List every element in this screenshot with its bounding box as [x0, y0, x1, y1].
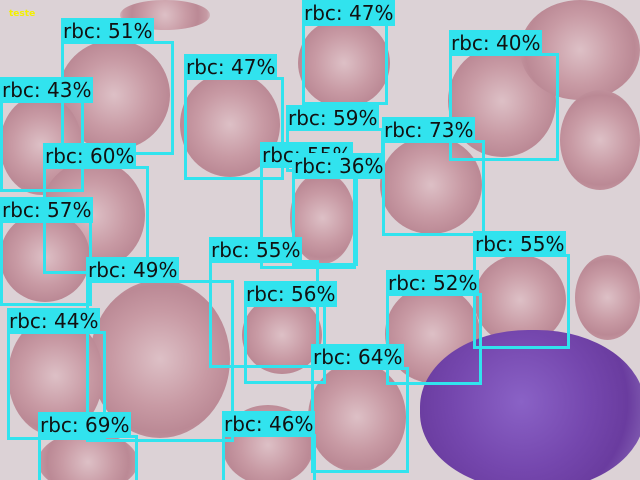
- detection-box: rbc: 36%: [292, 153, 386, 266]
- detection-box: rbc: 40%: [449, 30, 559, 161]
- detection-box: rbc: 73%: [382, 117, 485, 236]
- detection-label: rbc: 60%: [43, 143, 137, 169]
- detection-label: rbc: 51%: [61, 18, 155, 44]
- detection-label: rbc: 56%: [244, 281, 338, 307]
- red-blood-cell: [90, 280, 230, 438]
- image-tag: teste: [9, 9, 36, 19]
- detection-label: rbc: 46%: [222, 411, 316, 437]
- red-blood-cell: [242, 296, 322, 374]
- red-blood-cell: [298, 18, 390, 108]
- red-blood-cell: [380, 136, 482, 234]
- detection-box: rbc: 59%: [286, 105, 384, 172]
- detection-box: rbc: 57%: [0, 197, 94, 306]
- detection-label: rbc: 55%: [209, 237, 303, 263]
- detection-label: rbc: 40%: [449, 30, 543, 56]
- detection-box: rbc: 47%: [184, 54, 284, 180]
- detection-box: rbc: 46%: [222, 411, 316, 480]
- red-blood-cell: [560, 90, 640, 190]
- detection-label: rbc: 43%: [0, 77, 94, 103]
- detection-box: rbc: 44%: [7, 308, 106, 440]
- detection-label: rbc: 47%: [302, 0, 396, 26]
- detection-label: rbc: 36%: [292, 153, 386, 179]
- detection-label: rbc: 73%: [382, 117, 476, 143]
- detection-box: rbc: 55%: [473, 231, 570, 349]
- detection-label: rbc: 59%: [286, 105, 380, 131]
- detection-label: rbc: 44%: [7, 308, 101, 334]
- red-blood-cell: [575, 255, 640, 340]
- detection-box: rbc: 69%: [38, 412, 138, 480]
- white-blood-cell: [420, 330, 640, 480]
- detection-box: rbc: 64%: [311, 344, 409, 473]
- detection-label: rbc: 49%: [86, 257, 180, 283]
- detection-box: rbc: 49%: [86, 257, 234, 442]
- detection-box: rbc: 55%: [209, 237, 319, 368]
- detection-box: rbc: 52%: [386, 270, 482, 385]
- detection-label: rbc: 47%: [184, 54, 278, 80]
- detection-label: rbc: 69%: [38, 412, 132, 438]
- detection-label: rbc: 55%: [473, 231, 567, 257]
- detection-label: rbc: 52%: [386, 270, 480, 296]
- detection-label: rbc: 57%: [0, 197, 94, 223]
- detection-label: rbc: 64%: [311, 344, 405, 370]
- detection-box: rbc: 47%: [302, 0, 396, 105]
